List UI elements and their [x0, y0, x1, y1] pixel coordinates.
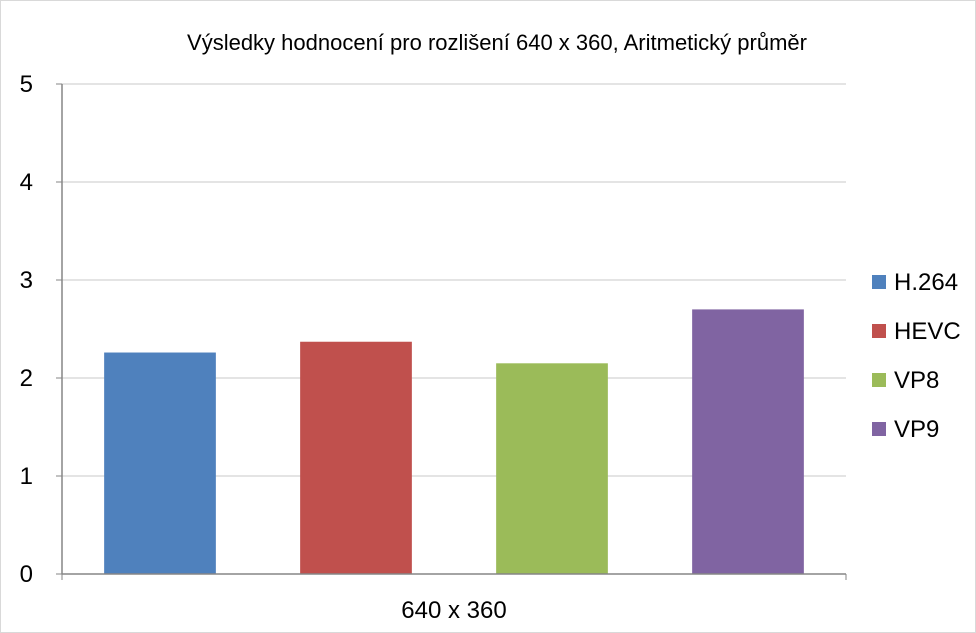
legend-swatch — [872, 275, 886, 289]
bars — [104, 309, 804, 574]
y-tick-label: 0 — [20, 561, 33, 588]
chart-title: Výsledky hodnocení pro rozlišení 640 x 3… — [187, 30, 807, 55]
legend-label: H.264 — [894, 269, 958, 296]
y-tick-label: 2 — [20, 365, 33, 392]
y-axis-ticks: 0 1 2 3 4 5 — [20, 71, 847, 588]
legend-swatch — [872, 373, 886, 387]
y-tick-label: 5 — [20, 71, 33, 98]
bar-vp8 — [496, 363, 608, 574]
legend-swatch — [872, 324, 886, 338]
y-tick-label: 1 — [20, 463, 33, 490]
legend: H.264 HEVC VP8 VP9 — [872, 269, 961, 443]
y-tick-label: 4 — [20, 169, 33, 196]
legend-swatch — [872, 422, 886, 436]
legend-label: HEVC — [894, 318, 961, 345]
legend-label: VP9 — [894, 416, 939, 443]
y-tick-label: 3 — [20, 267, 33, 294]
bar-h-264 — [104, 352, 216, 574]
legend-label: VP8 — [894, 367, 939, 394]
bar-hevc — [300, 341, 412, 574]
x-category-label: 640 x 360 — [401, 597, 506, 624]
bar-vp9 — [692, 309, 804, 574]
